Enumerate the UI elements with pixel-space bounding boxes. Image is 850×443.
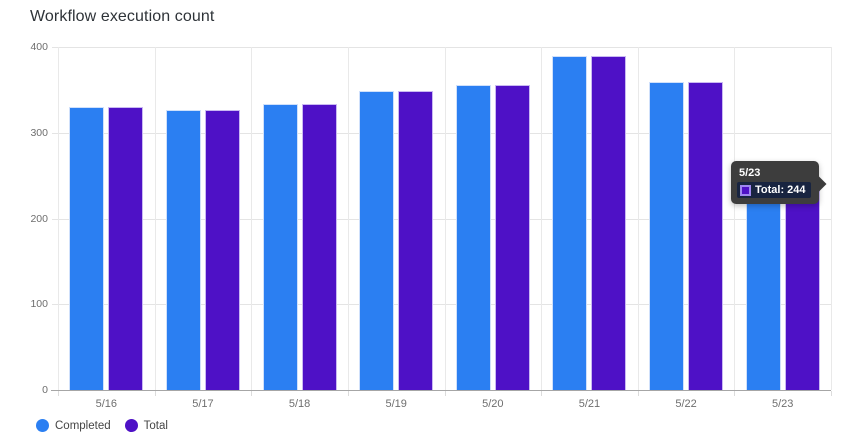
gridline-vertical bbox=[637, 47, 639, 390]
x-axis-tick bbox=[444, 391, 446, 396]
bar-total-5/16[interactable] bbox=[108, 107, 144, 390]
x-axis-tick bbox=[58, 391, 59, 396]
x-axis-tick bbox=[831, 391, 832, 396]
bar-total-5/18[interactable] bbox=[301, 104, 337, 390]
x-axis-tick bbox=[541, 391, 543, 396]
x-axis-tick bbox=[251, 391, 253, 396]
bar-completed-5/21[interactable] bbox=[552, 55, 588, 390]
x-axis-baseline bbox=[51, 390, 831, 391]
y-axis-tick-label: 0 bbox=[42, 384, 48, 396]
tooltip-series-swatch bbox=[740, 184, 751, 196]
y-axis-tick-label: 200 bbox=[30, 212, 48, 225]
bar-completed-5/23[interactable] bbox=[745, 180, 781, 390]
bar-completed-5/22[interactable] bbox=[649, 82, 685, 390]
gridline-vertical bbox=[347, 47, 349, 390]
x-axis-tick-label: 5/20 bbox=[482, 398, 504, 410]
x-axis-tick-label: 5/16 bbox=[95, 398, 118, 410]
bar-total-5/22[interactable] bbox=[688, 82, 724, 390]
legend-item-total[interactable]: Total bbox=[124, 419, 168, 432]
gridline-vertical bbox=[444, 47, 446, 390]
bar-total-5/17[interactable] bbox=[204, 109, 240, 390]
y-axis-tick-label: 300 bbox=[30, 126, 48, 139]
legend-dot-total bbox=[124, 419, 138, 432]
x-axis-tick-label: 5/22 bbox=[675, 398, 697, 410]
bar-completed-5/16[interactable] bbox=[69, 107, 105, 390]
x-axis-tick-label: 5/19 bbox=[385, 398, 407, 410]
gridline-horizontal bbox=[52, 304, 831, 306]
x-axis-tick-label: 5/17 bbox=[192, 398, 214, 410]
y-axis-tick-label: 400 bbox=[30, 41, 48, 53]
x-axis-tick-label: 5/23 bbox=[771, 398, 794, 410]
gridline-horizontal bbox=[52, 132, 831, 134]
bar-completed-5/17[interactable] bbox=[165, 109, 201, 390]
x-axis-tick bbox=[637, 391, 639, 396]
chart-title: Workflow execution count bbox=[30, 8, 215, 25]
gridline-vertical bbox=[58, 47, 59, 390]
bar-total-5/19[interactable] bbox=[398, 90, 434, 390]
gridline-horizontal bbox=[52, 47, 831, 48]
gridline-vertical bbox=[251, 47, 253, 390]
tooltip-title: 5/23 bbox=[739, 167, 761, 179]
bar-completed-5/19[interactable] bbox=[359, 90, 395, 390]
legend-item-completed[interactable]: Completed bbox=[36, 419, 111, 432]
gridline-vertical bbox=[541, 47, 543, 390]
legend-dot-completed bbox=[36, 419, 49, 432]
x-axis-tick-label: 5/21 bbox=[578, 398, 601, 410]
bar-total-5/20[interactable] bbox=[494, 84, 530, 390]
gridline-vertical bbox=[154, 47, 156, 390]
y-axis-tick-label: 100 bbox=[30, 298, 48, 311]
gridline-vertical bbox=[734, 47, 736, 390]
x-axis-tick bbox=[734, 391, 736, 396]
legend-label: Total bbox=[143, 419, 168, 432]
bar-completed-5/18[interactable] bbox=[262, 104, 298, 390]
bar-completed-5/20[interactable] bbox=[455, 84, 491, 390]
tooltip-series-row: Total: 244 bbox=[737, 182, 811, 198]
tooltip-series-value: Total: 244 bbox=[755, 184, 806, 196]
gridline-vertical bbox=[831, 47, 832, 390]
gridline-horizontal bbox=[52, 218, 831, 220]
legend-label: Completed bbox=[55, 419, 111, 432]
bar-total-5/21[interactable] bbox=[591, 55, 627, 390]
x-axis-tick-label: 5/18 bbox=[288, 398, 311, 410]
x-axis-tick bbox=[154, 391, 156, 396]
chart-tooltip: 5/23 Total: 244 bbox=[731, 161, 827, 204]
bar-total-5/23[interactable] bbox=[784, 180, 820, 390]
x-axis-tick bbox=[347, 391, 349, 396]
chart-legend: Completed Total bbox=[36, 419, 168, 432]
